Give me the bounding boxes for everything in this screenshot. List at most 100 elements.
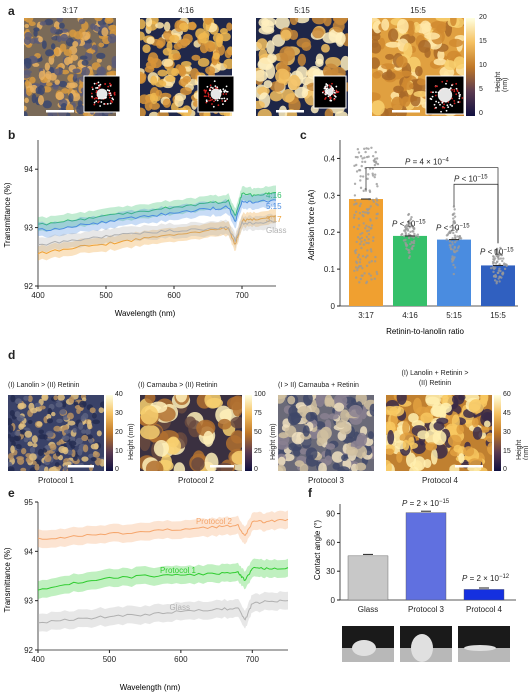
fft-dot xyxy=(100,101,103,103)
data-point xyxy=(369,248,373,251)
afm-grain xyxy=(154,80,167,88)
series-label-glass: Glass xyxy=(266,226,286,235)
afm-grain xyxy=(39,21,47,26)
data-point xyxy=(367,225,371,229)
afm-grain xyxy=(98,407,104,414)
afm-protocol-4-texture xyxy=(386,395,492,471)
fft-dot xyxy=(451,97,453,100)
afm-grain xyxy=(436,417,449,425)
afm-grain xyxy=(204,395,222,409)
y-tick-label: 0 xyxy=(331,302,336,311)
afm-grain xyxy=(50,43,56,50)
afm-grain xyxy=(396,18,409,34)
fft-dot xyxy=(104,103,107,105)
d-title-1: (I) Lanolin > (II) Retinin xyxy=(8,382,80,389)
data-point xyxy=(451,240,454,244)
afm-grain xyxy=(101,27,109,37)
afm-grain xyxy=(155,22,165,29)
afm-grain xyxy=(312,27,324,39)
data-point xyxy=(452,248,455,251)
fft-core xyxy=(210,88,222,100)
data-point xyxy=(410,247,414,250)
afm-grain xyxy=(387,430,395,445)
afm-grain xyxy=(468,399,485,414)
afm-grain xyxy=(71,93,81,102)
fft-dot xyxy=(217,104,220,107)
fft-dot xyxy=(203,89,206,92)
fft-core xyxy=(437,87,453,103)
data-point xyxy=(449,247,453,251)
data-point xyxy=(452,217,455,220)
data-point xyxy=(500,253,503,257)
bar-glass xyxy=(347,555,389,601)
afm-grain xyxy=(420,412,434,424)
data-point xyxy=(453,221,456,224)
line-5-15 xyxy=(37,199,277,232)
x-tick-label: 700 xyxy=(246,655,260,664)
data-point xyxy=(370,278,373,281)
data-point xyxy=(360,236,364,240)
fft-dot xyxy=(91,88,94,91)
data-point xyxy=(375,217,378,220)
fft-dot xyxy=(331,82,333,85)
afm-grain xyxy=(172,53,182,61)
afm-grain xyxy=(381,18,390,31)
afm-grain xyxy=(27,395,33,403)
data-point xyxy=(356,268,359,272)
data-point xyxy=(367,229,371,232)
afm-grain xyxy=(75,437,84,445)
data-point xyxy=(357,217,360,220)
fft-dot xyxy=(221,100,224,102)
afm-grain xyxy=(140,405,159,425)
afm-grain xyxy=(23,436,29,443)
afm-grain xyxy=(68,82,78,89)
substrate xyxy=(458,648,510,662)
afm-grain xyxy=(66,461,72,466)
afm-grain xyxy=(386,421,396,432)
afm-grain xyxy=(399,70,412,77)
water-droplet xyxy=(411,634,433,662)
afm-grain xyxy=(84,35,89,40)
afm-grain xyxy=(217,418,232,430)
afm-grain xyxy=(42,100,52,109)
data-point xyxy=(354,210,358,214)
fft-dot xyxy=(435,106,437,109)
data-point xyxy=(359,264,363,268)
afm-grain xyxy=(318,462,327,471)
fft-dot xyxy=(434,85,437,88)
data-point xyxy=(452,231,455,235)
afm-grain xyxy=(388,28,399,42)
fft-dot xyxy=(449,103,452,106)
band-5-15 xyxy=(38,192,276,238)
data-point xyxy=(375,199,379,202)
data-point xyxy=(359,186,363,190)
afm-grain xyxy=(34,402,41,408)
fft-dot xyxy=(106,102,109,105)
p-value-annotation: P < 10−15 xyxy=(454,174,488,183)
afm-grain xyxy=(145,18,153,27)
data-point xyxy=(492,255,495,259)
afm-grain xyxy=(31,93,37,104)
data-point xyxy=(365,147,368,150)
data-point xyxy=(366,254,369,257)
afm-grain xyxy=(63,465,68,471)
cb-d2-tick: 25 xyxy=(254,448,262,455)
fft-dot xyxy=(214,85,217,87)
data-point xyxy=(404,231,407,234)
data-point xyxy=(352,216,356,219)
afm-grain xyxy=(63,429,72,434)
y-tick-label: 0.2 xyxy=(324,228,336,237)
data-point xyxy=(407,236,411,240)
data-point xyxy=(412,241,416,245)
fft-dot xyxy=(326,85,329,87)
afm-grain xyxy=(437,49,445,61)
afm-grain xyxy=(46,413,52,420)
afm-grain xyxy=(204,18,213,25)
data-point xyxy=(376,203,379,207)
data-point xyxy=(404,225,407,228)
data-point xyxy=(406,248,410,252)
data-point xyxy=(497,277,500,280)
data-point xyxy=(365,224,368,228)
data-point xyxy=(356,148,360,151)
afm-grain xyxy=(24,23,30,29)
